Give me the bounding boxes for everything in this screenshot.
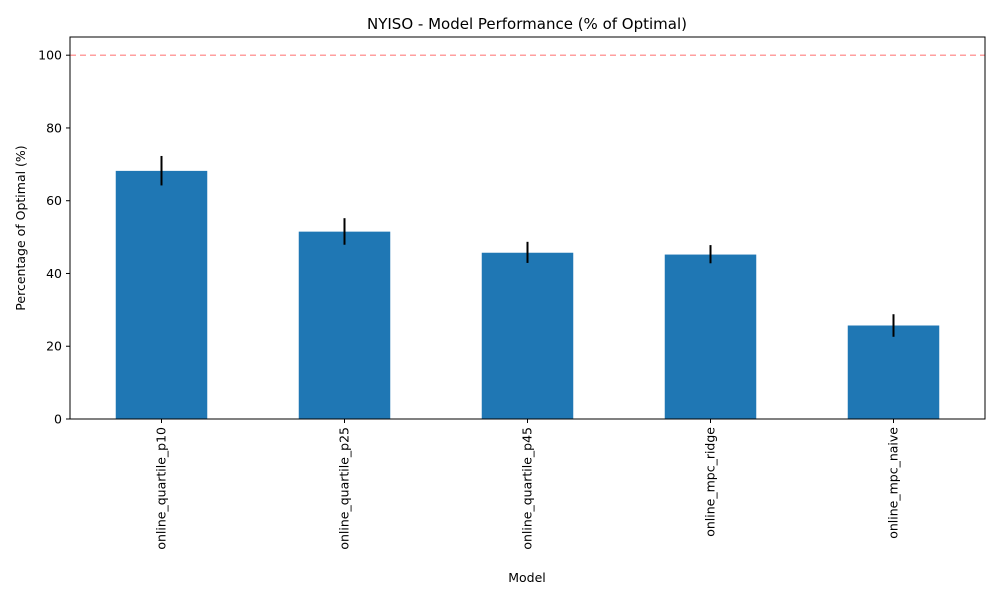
bar-online_mpc_ridge: [664, 254, 757, 419]
x-tick-label-online_mpc_ridge: online_mpc_ridge: [703, 427, 718, 537]
x-tick-label-online_quartile_p10: online_quartile_p10: [154, 427, 169, 550]
x-tick-label-online_quartile_p25: online_quartile_p25: [337, 427, 352, 550]
bar-online_mpc_naive: [847, 325, 940, 419]
y-tick-label-20: 20: [46, 339, 62, 354]
y-tick-label-100: 100: [38, 48, 62, 63]
bar-online_quartile_p10: [115, 170, 208, 419]
y-tick-label-40: 40: [46, 266, 62, 281]
chart-title: NYISO - Model Performance (% of Optimal): [367, 15, 687, 33]
bar-online_quartile_p45: [481, 252, 574, 419]
bar-online_quartile_p25: [298, 231, 391, 419]
y-tick-label-0: 0: [54, 412, 62, 427]
y-tick-label-60: 60: [46, 193, 62, 208]
y-tick-label-80: 80: [46, 120, 62, 135]
x-axis-label: Model: [508, 570, 546, 585]
plot-area: 0 20 40 60 80 100 online_quartile_p10 online_qu…: [38, 36, 986, 550]
x-tick-label-online_quartile_p45: online_quartile_p45: [520, 427, 535, 550]
y-axis-label: Percentage of Optimal (%): [13, 145, 28, 310]
x-tick-label-online_mpc_naive: online_mpc_naive: [886, 427, 901, 539]
